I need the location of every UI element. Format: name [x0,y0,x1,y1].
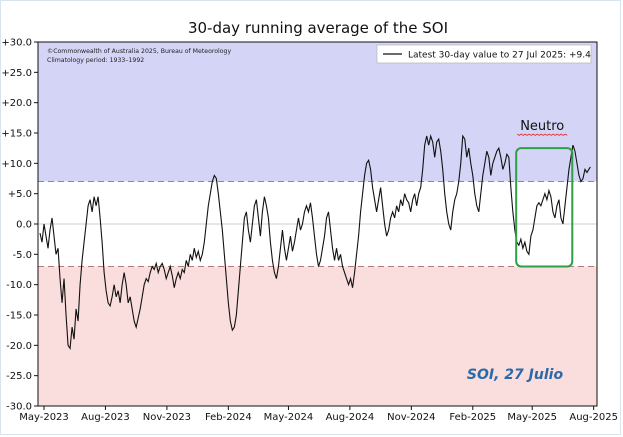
x-tick-label: Aug-2024 [326,412,375,423]
neutro-spell-underline [517,133,568,136]
legend-entry: Latest 30-day value to 27 Jul 2025: +9.4 [408,51,591,61]
x-tick-label: Nov-2024 [387,412,435,423]
y-tick-label: 0.0 [16,220,32,231]
negative-threshold-band [38,266,597,406]
y-tick-label: -30.0 [6,402,32,413]
climatology-period: Climatology period: 1933–1992 [47,57,144,64]
legend-box [376,44,592,64]
x-tick-label: Aug-2025 [569,412,618,423]
y-tick-label: +25.0 [1,68,32,79]
x-tick-label: Feb-2025 [449,412,496,423]
neutro-highlight-box [515,147,574,268]
copyright-credit: ©Commonwealth of Australia 2025, Bureau … [47,47,231,55]
x-tick-label: Aug-2023 [81,412,130,423]
legend: Latest 30-day value to 27 Jul 2025: +9.4 [376,44,592,64]
y-tick-label: -20.0 [6,341,32,352]
y-tick-label: -25.0 [6,371,32,382]
x-tick-label: May-2023 [19,412,69,423]
y-tick-label: -10.0 [6,280,32,291]
x-tick-label: May-2024 [264,412,314,423]
y-tick-label: +20.0 [1,98,32,109]
y-tick-label: -15.0 [6,311,32,322]
y-tick-label: -5.0 [12,250,32,261]
y-tick-label: +30.0 [1,38,32,49]
chart-title: 30-day running average of the SOI [188,19,448,37]
y-tick-label: +15.0 [1,129,32,140]
soi-date-label: SOI, 27 Julio [467,367,564,383]
x-tick-label: Nov-2023 [143,412,191,423]
y-tick-label: +10.0 [1,159,32,170]
neutro-label: Neutro [520,119,564,134]
positive-threshold-band [38,42,597,182]
soi-series-line [39,133,591,350]
y-tick-label: +5.0 [8,189,32,200]
x-tick-label: May-2025 [507,412,557,423]
x-tick-label: Feb-2024 [205,412,252,423]
